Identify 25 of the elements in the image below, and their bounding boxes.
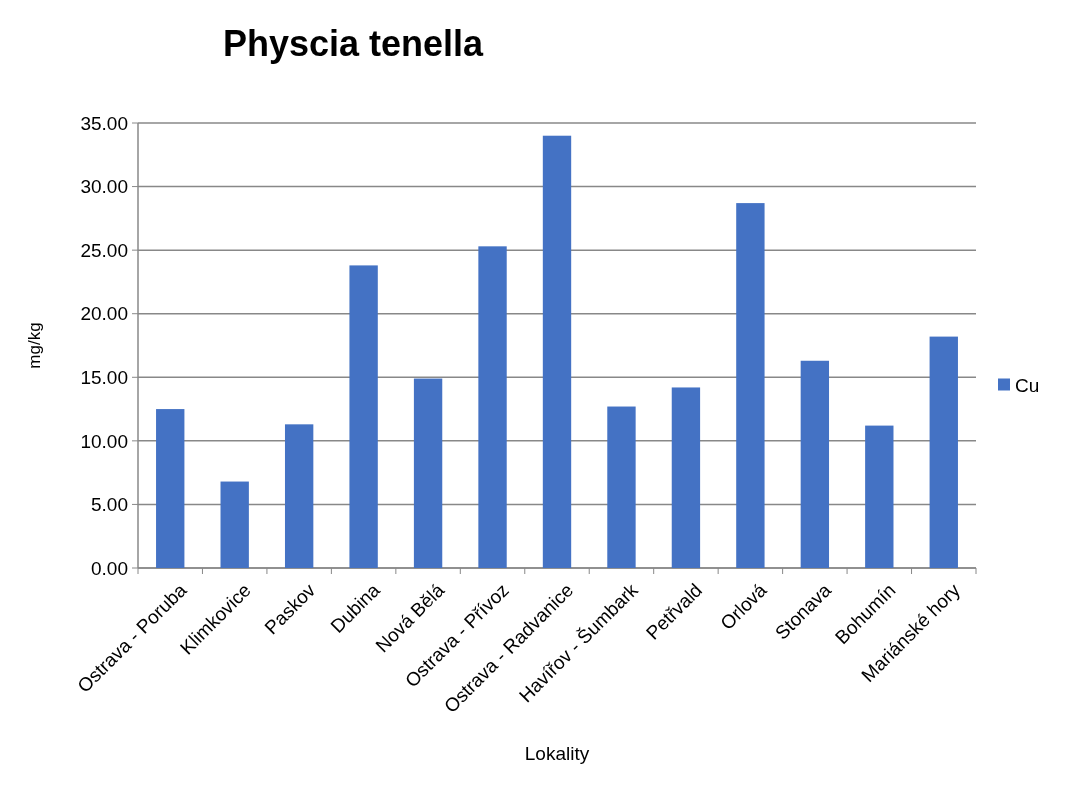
bar	[929, 336, 958, 568]
bar	[156, 409, 185, 568]
y-tick-label: 15.00	[80, 366, 128, 388]
bar	[865, 425, 894, 568]
bar	[671, 387, 701, 568]
chart-title: Physcia tenella	[222, 23, 485, 64]
legend-label: Cu	[1015, 375, 1040, 397]
x-axis-title: Lokality	[524, 743, 590, 764]
bar	[607, 406, 636, 568]
y-tick-label: 0.00	[91, 557, 128, 579]
y-tick-label: 35.00	[80, 112, 128, 134]
y-tick-label: 20.00	[80, 303, 128, 325]
bar	[542, 135, 572, 568]
bar	[284, 424, 314, 568]
y-tick-label: 10.00	[80, 430, 128, 452]
y-tick-label: 5.00	[91, 494, 128, 516]
bar	[478, 246, 507, 568]
bar	[800, 360, 830, 568]
bar	[220, 481, 249, 568]
y-tick-label: 25.00	[80, 239, 128, 261]
y-axis-title: mg/kg	[25, 322, 44, 369]
bar	[349, 265, 378, 568]
bar	[736, 203, 765, 568]
bar	[413, 378, 443, 568]
y-tick-label: 30.00	[80, 176, 128, 198]
